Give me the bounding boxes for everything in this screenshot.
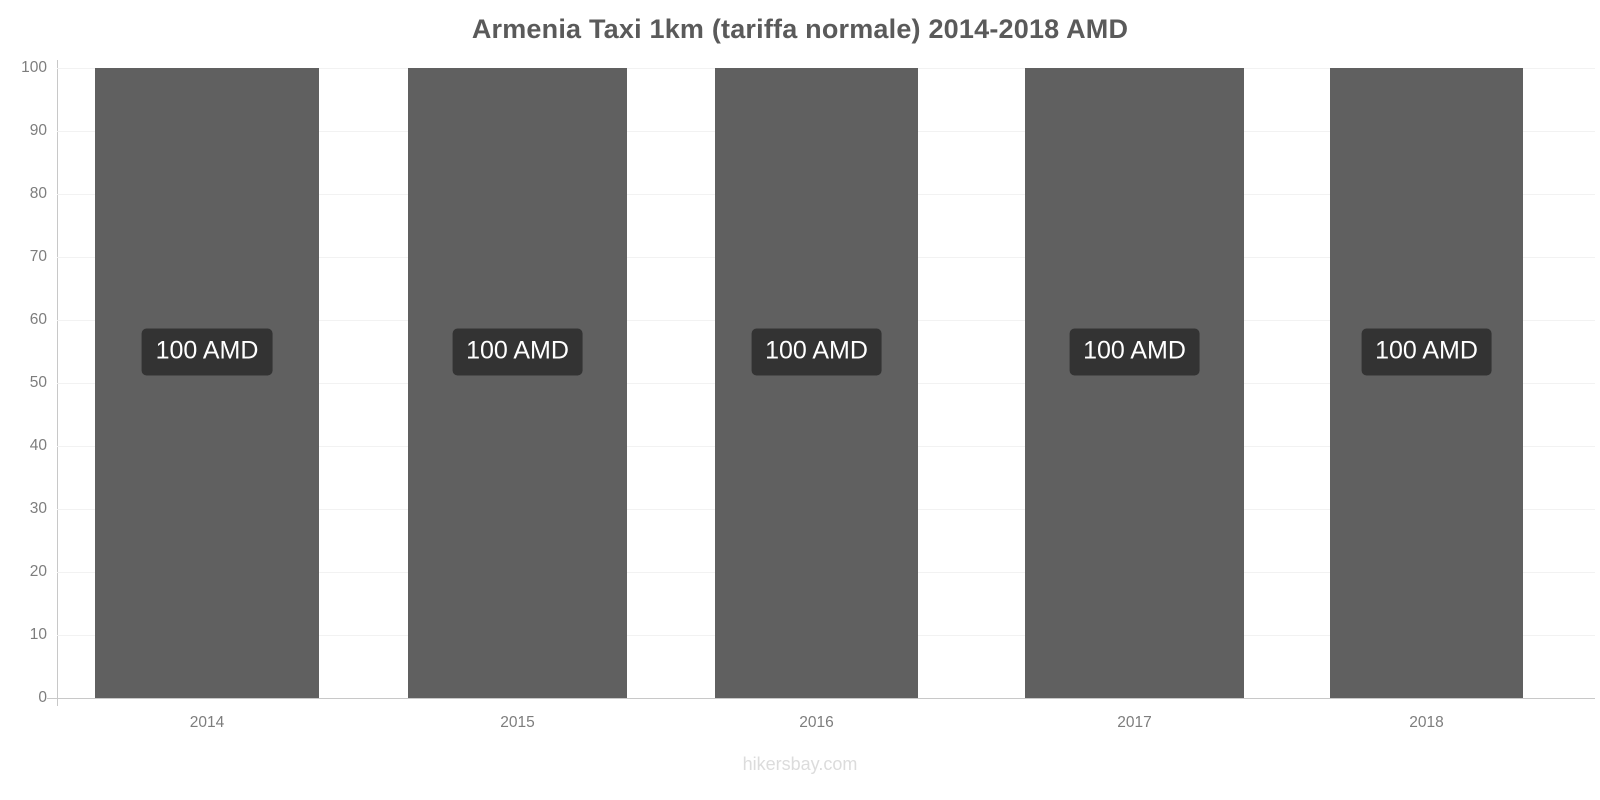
y-tick-label: 90 bbox=[29, 122, 47, 139]
y-tick-label: 100 bbox=[21, 59, 47, 76]
bar-value-label: 100 AMD bbox=[452, 328, 583, 375]
bar-group[interactable]: 100 AMD bbox=[95, 68, 319, 698]
bar-value-label: 100 AMD bbox=[1361, 328, 1492, 375]
y-tick-label: 30 bbox=[29, 500, 47, 517]
plot-area: 100 AMD 100 AMD 100 AMD 100 AMD 100 AMD bbox=[47, 68, 1595, 699]
bar[interactable] bbox=[1025, 68, 1244, 698]
y-tick-label: 20 bbox=[29, 563, 47, 580]
x-tick-label: 2016 bbox=[799, 714, 834, 731]
bar-group[interactable]: 100 AMD bbox=[715, 68, 918, 698]
y-tick-label: 0 bbox=[38, 689, 47, 706]
bar-value-label: 100 AMD bbox=[141, 328, 273, 375]
axis-baseline bbox=[47, 698, 1595, 699]
y-tick-label: 10 bbox=[29, 626, 47, 643]
x-tick-label: 2018 bbox=[1409, 714, 1444, 731]
bar[interactable] bbox=[1330, 68, 1523, 698]
y-tick-label: 70 bbox=[29, 248, 47, 265]
bar-value-label: 100 AMD bbox=[751, 328, 882, 375]
bar[interactable] bbox=[95, 68, 319, 698]
bar-group[interactable]: 100 AMD bbox=[1025, 68, 1244, 698]
y-tick-label: 60 bbox=[29, 311, 47, 328]
chart-footer-source: hikersbay.com bbox=[742, 754, 858, 774]
bar[interactable] bbox=[408, 68, 627, 698]
y-tick-label: 50 bbox=[29, 374, 47, 391]
bar-group[interactable]: 100 AMD bbox=[408, 68, 627, 698]
y-tick-label: 40 bbox=[29, 437, 47, 454]
x-tick-label: 2017 bbox=[1117, 714, 1152, 731]
bar[interactable] bbox=[715, 68, 918, 698]
x-tick-label: 2015 bbox=[500, 714, 535, 731]
bar-group[interactable]: 100 AMD bbox=[1330, 68, 1523, 698]
chart-title: Armenia Taxi 1km (tariffa normale) 2014-… bbox=[471, 14, 1129, 44]
y-tick-label: 80 bbox=[29, 185, 47, 202]
x-tick-label: 2014 bbox=[189, 714, 225, 731]
bar-value-label: 100 AMD bbox=[1069, 328, 1200, 375]
